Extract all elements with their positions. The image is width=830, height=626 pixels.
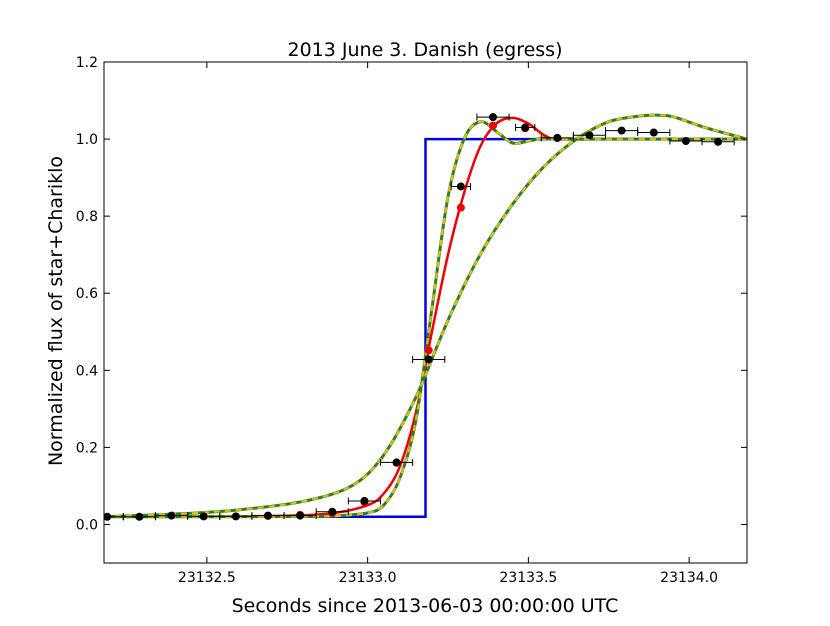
curves-group: [104, 113, 747, 521]
best-fit-point: [489, 121, 498, 130]
data-point: [424, 355, 433, 364]
data-point: [231, 512, 240, 521]
data-point: [296, 511, 305, 520]
x-tick-label: 23134.0: [660, 570, 718, 586]
plot-area: 23132.5 23133.0 23133.5 23134.0 0.0 0.2 0.4 0.6…: [76, 55, 748, 586]
data-point: [714, 137, 723, 146]
data-point: [167, 511, 176, 520]
data-point: [135, 512, 144, 521]
square-well-line: [104, 137, 747, 518]
data-point: [681, 137, 690, 146]
best-fit-point: [456, 203, 465, 212]
data-point: [263, 511, 272, 520]
data-point: [199, 512, 208, 521]
data-point: [489, 113, 498, 122]
data-point: [456, 182, 465, 191]
y-axis-label: Normalized flux of star+Chariklo: [45, 156, 67, 466]
x-tick-label: 23133.5: [499, 570, 557, 586]
plot-frame: [103, 61, 748, 564]
data-point: [360, 496, 369, 505]
data-point: [328, 507, 337, 516]
data-point: [617, 126, 626, 135]
y-tick-label: 0.4: [76, 363, 98, 379]
data-point: [553, 133, 562, 142]
data-point: [585, 131, 594, 140]
y-tick-label: 0.0: [76, 517, 98, 533]
y-tick-label: 0.2: [76, 440, 98, 456]
data-point: [104, 512, 112, 521]
diffraction-wide-dash: [104, 113, 747, 518]
data-point: [649, 128, 658, 137]
y-tick-label: 0.8: [76, 209, 98, 225]
data-point: [521, 123, 530, 132]
y-tick-label: 1.0: [76, 132, 98, 148]
data-point: [392, 458, 401, 467]
y-tick-label: 0.6: [76, 286, 98, 302]
x-tick-label: 23132.5: [178, 570, 236, 586]
best-fit-point: [424, 346, 433, 355]
y-tick-label: 1.2: [76, 55, 98, 71]
x-axis-label: Seconds since 2013-06-03 00:00:00 UTC: [232, 595, 619, 617]
x-tick-label: 23133.0: [339, 570, 397, 586]
chart-title: 2013 June 3. Danish (egress): [287, 39, 562, 61]
